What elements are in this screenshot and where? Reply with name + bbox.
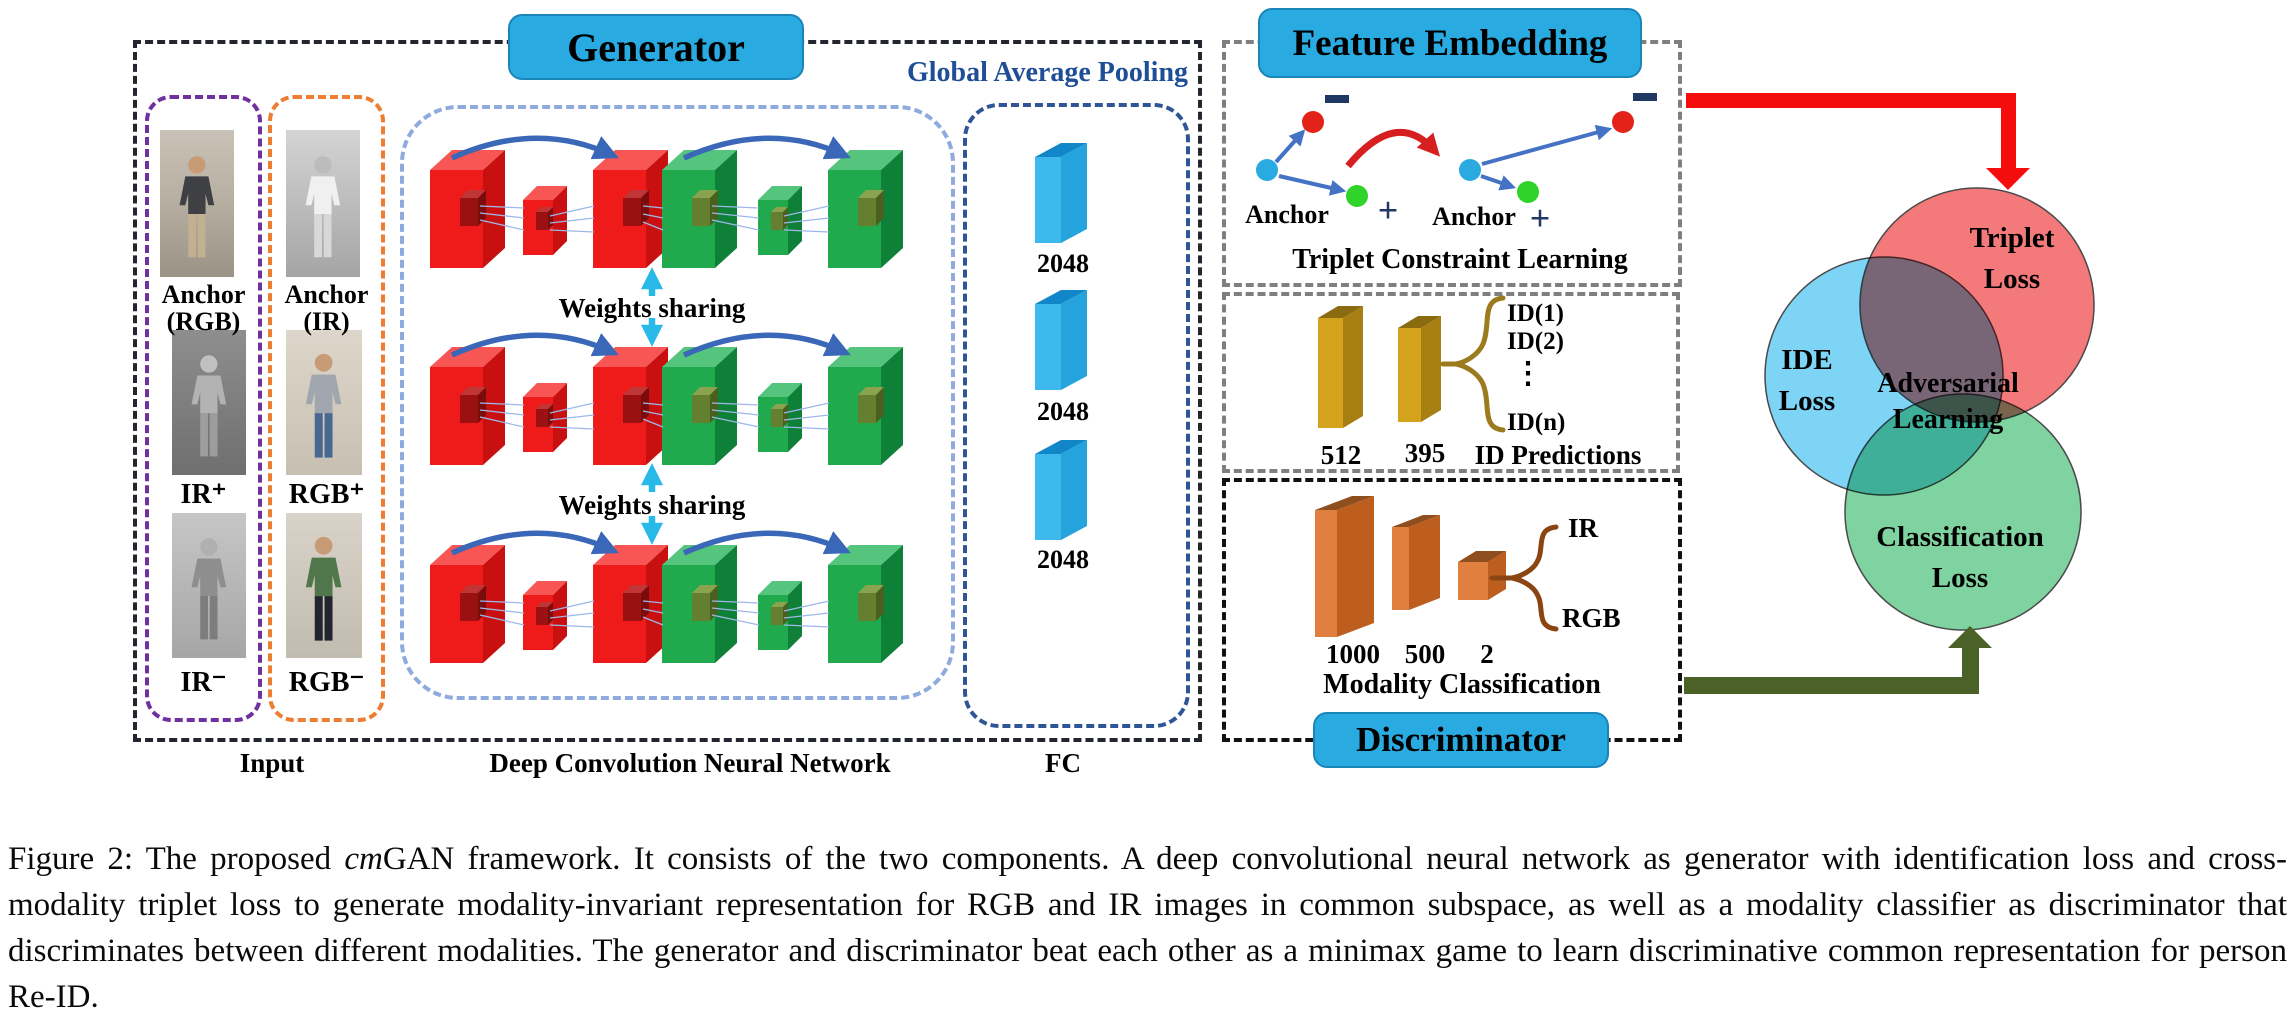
venn-ide-loss-label: IDE Loss [1778,344,1836,417]
class-ir-label: IR [1568,513,1599,543]
input-purple-box [145,95,262,722]
caption-prefix: Figure 2: The proposed [8,841,345,877]
input-label-anchor-rgb: Anchor (RGB) [161,280,246,337]
discriminator-title: Discriminator [1313,712,1609,768]
photo-rgb-negative [286,513,362,658]
feature-embedding-title: Feature Embedding [1258,8,1642,78]
class-rgb-label: RGB [1562,603,1621,633]
weights-sharing-label-2: Weights sharing [558,490,746,520]
venn-classification-loss-label: Classification Loss [1876,521,2044,594]
photo-ir-negative [172,513,246,658]
generator-title-text: Generator [567,24,745,70]
input-label-ir-positive: IR⁺ [180,479,227,510]
plus-sign-left: + [1377,190,1399,230]
fc-2048-label-3: 2048 [1037,545,1089,574]
id-prediction-box [1222,292,1680,473]
input-orange-box [268,95,385,722]
id-predictions-caption: ID Predictions [1474,440,1642,470]
person-silhouette-icon [191,537,227,639]
id-item-1: ID(1) [1507,300,1564,327]
person-silhouette-icon [305,155,341,258]
input-label-ir-negative: IR⁻ [180,667,227,698]
fc-box [963,103,1190,728]
input-caption: Input [239,748,305,778]
person-silhouette-icon [306,353,342,458]
photo-ir-positive [172,330,246,475]
input-label-rgb-positive: RGB⁺ [288,479,365,510]
triplet-caption: Triplet Constraint Learning [1292,244,1628,275]
caption-suffix: GAN framework. It consists of the two co… [8,841,2287,1015]
venn-triplet-loss-label: Triplet Loss [1969,222,2055,295]
weights-sharing-label-1: Weights sharing [558,293,746,323]
person-silhouette-icon [306,536,342,641]
discriminator-to-classification-loss-arrow [1684,626,1992,694]
photo-anchor-ir [286,130,360,277]
disc-2-label: 2 [1480,639,1494,669]
input-label-anchor-ir: Anchor (IR) [284,280,369,337]
id-item-dots: ⋮ [1513,357,1543,390]
caption-italic: cm [344,841,383,877]
feature-embedding-title-text: Feature Embedding [1292,22,1608,64]
gap-label: Global Average Pooling [906,57,1189,88]
generator-title: Generator [508,14,804,80]
figure-caption: Figure 2: The proposed cmGAN framework. … [8,836,2287,1020]
discriminator-title-text: Discriminator [1356,720,1566,759]
anchor-label-right: Anchor [1432,202,1516,231]
fc-2048-label-2: 2048 [1037,397,1089,426]
embedding-to-triplet-loss-arrow [1686,93,2030,190]
dcnn-box [400,105,955,700]
disc-500-label: 500 [1404,639,1446,669]
fc-2048-label-1: 2048 [1037,249,1089,278]
id-395-label: 395 [1404,438,1446,468]
id-item-n: ID(n) [1507,409,1566,436]
photo-rgb-positive [286,330,362,475]
dcnn-caption: Deep Convolution Neural Network [489,748,891,778]
input-label-rgb-negative: RGB⁻ [288,667,365,698]
venn-adversarial-label: Adversarial Learning [1877,368,2019,435]
photo-anchor-rgb [160,130,234,277]
person-silhouette-icon [179,155,215,258]
anchor-label-left: Anchor [1245,200,1329,229]
modality-classification-caption: Modality Classification [1323,669,1601,700]
id-512-label: 512 [1320,440,1362,470]
plus-sign-right: + [1529,198,1551,238]
fc-caption: FC [1045,748,1081,778]
id-item-2: ID(2) [1507,328,1564,355]
person-silhouette-icon [191,354,227,456]
disc-1000-label: 1000 [1326,639,1380,669]
figure-canvas: Generator Feature Embedding Discriminato… [133,8,2095,778]
